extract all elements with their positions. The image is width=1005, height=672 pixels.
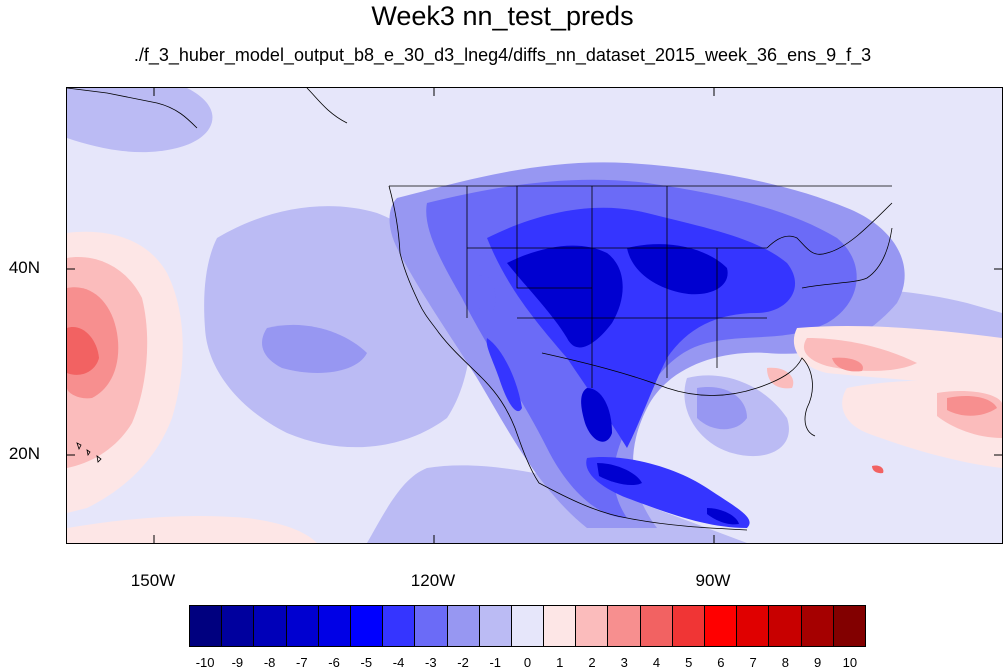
- map-ticks: [67, 88, 1002, 543]
- colorbar-label: -9: [231, 655, 244, 670]
- colorbar-cell: [286, 606, 319, 646]
- colorbar-cell: [479, 606, 512, 646]
- colorbar-label: 6: [717, 655, 725, 670]
- colorbar-cell: [705, 606, 738, 646]
- forecast-map: [66, 87, 1003, 544]
- colorbar-cell: [640, 606, 673, 646]
- map-canvas: [67, 88, 1002, 543]
- colorbar-label: 0: [523, 655, 532, 670]
- colorbar-cell: [801, 606, 834, 646]
- colorbar-label: -8: [263, 655, 276, 670]
- lat-label-20n: 20N: [8, 444, 40, 463]
- colorbar-cell: [222, 606, 255, 646]
- boundary-lines: [388, 185, 893, 531]
- lon-label-90w: 90W: [695, 571, 731, 590]
- colorbar-cell: [254, 606, 287, 646]
- colorbar-label: 8: [781, 655, 789, 670]
- map-subtitle: ./f_3_huber_model_output_b8_e_30_d3_lneg…: [133, 45, 872, 65]
- colorbar-cell: [608, 606, 641, 646]
- colorbar-cell: [190, 606, 223, 646]
- colorbar-label: -10: [195, 655, 215, 670]
- colorbar-cell: [447, 606, 480, 646]
- colorbar-cell: [511, 606, 545, 646]
- lon-label-150w: 150W: [130, 571, 176, 590]
- colorbar-label: 9: [814, 655, 822, 670]
- colorbar-label: -7: [296, 655, 308, 670]
- colorbar-label: -1: [489, 655, 502, 670]
- colorbar-label: 10: [842, 655, 858, 670]
- colorbar-cell: [350, 606, 384, 646]
- colorbar-label: -2: [457, 655, 469, 670]
- colorbar-label: 1: [556, 655, 564, 670]
- colorbar-label: 2: [588, 655, 596, 670]
- colorbar: [189, 605, 866, 647]
- deep-red-regions: [67, 327, 884, 474]
- colorbar-cell: [576, 606, 609, 646]
- colorbar-label: -6: [328, 655, 340, 670]
- colorbar-label: -3: [425, 655, 437, 670]
- colorbar-cell: [769, 606, 802, 646]
- colorbar-label: -4: [392, 655, 405, 670]
- darkest-blue-regions: [507, 244, 739, 525]
- colorbar-cell: [833, 606, 865, 646]
- colorbar-cell: [318, 606, 351, 646]
- lon-label-120w: 120W: [410, 571, 456, 590]
- map-title: Week3 nn_test_preds: [371, 1, 634, 31]
- colorbar-label: 4: [652, 655, 661, 670]
- colorbar-cell: [672, 606, 705, 646]
- colorbar-label: 5: [685, 655, 693, 670]
- colorbar-label: 7: [749, 655, 757, 670]
- colorbar-cell: [415, 606, 448, 646]
- colorbar-cell: [544, 606, 577, 646]
- colorbar-cell: [737, 606, 770, 646]
- colorbar-label: 3: [620, 655, 628, 670]
- island-outlines: [67, 88, 348, 463]
- lat-label-40n: 40N: [8, 258, 40, 277]
- colorbar-cell: [383, 606, 416, 646]
- colorbar-label: -5: [360, 655, 373, 670]
